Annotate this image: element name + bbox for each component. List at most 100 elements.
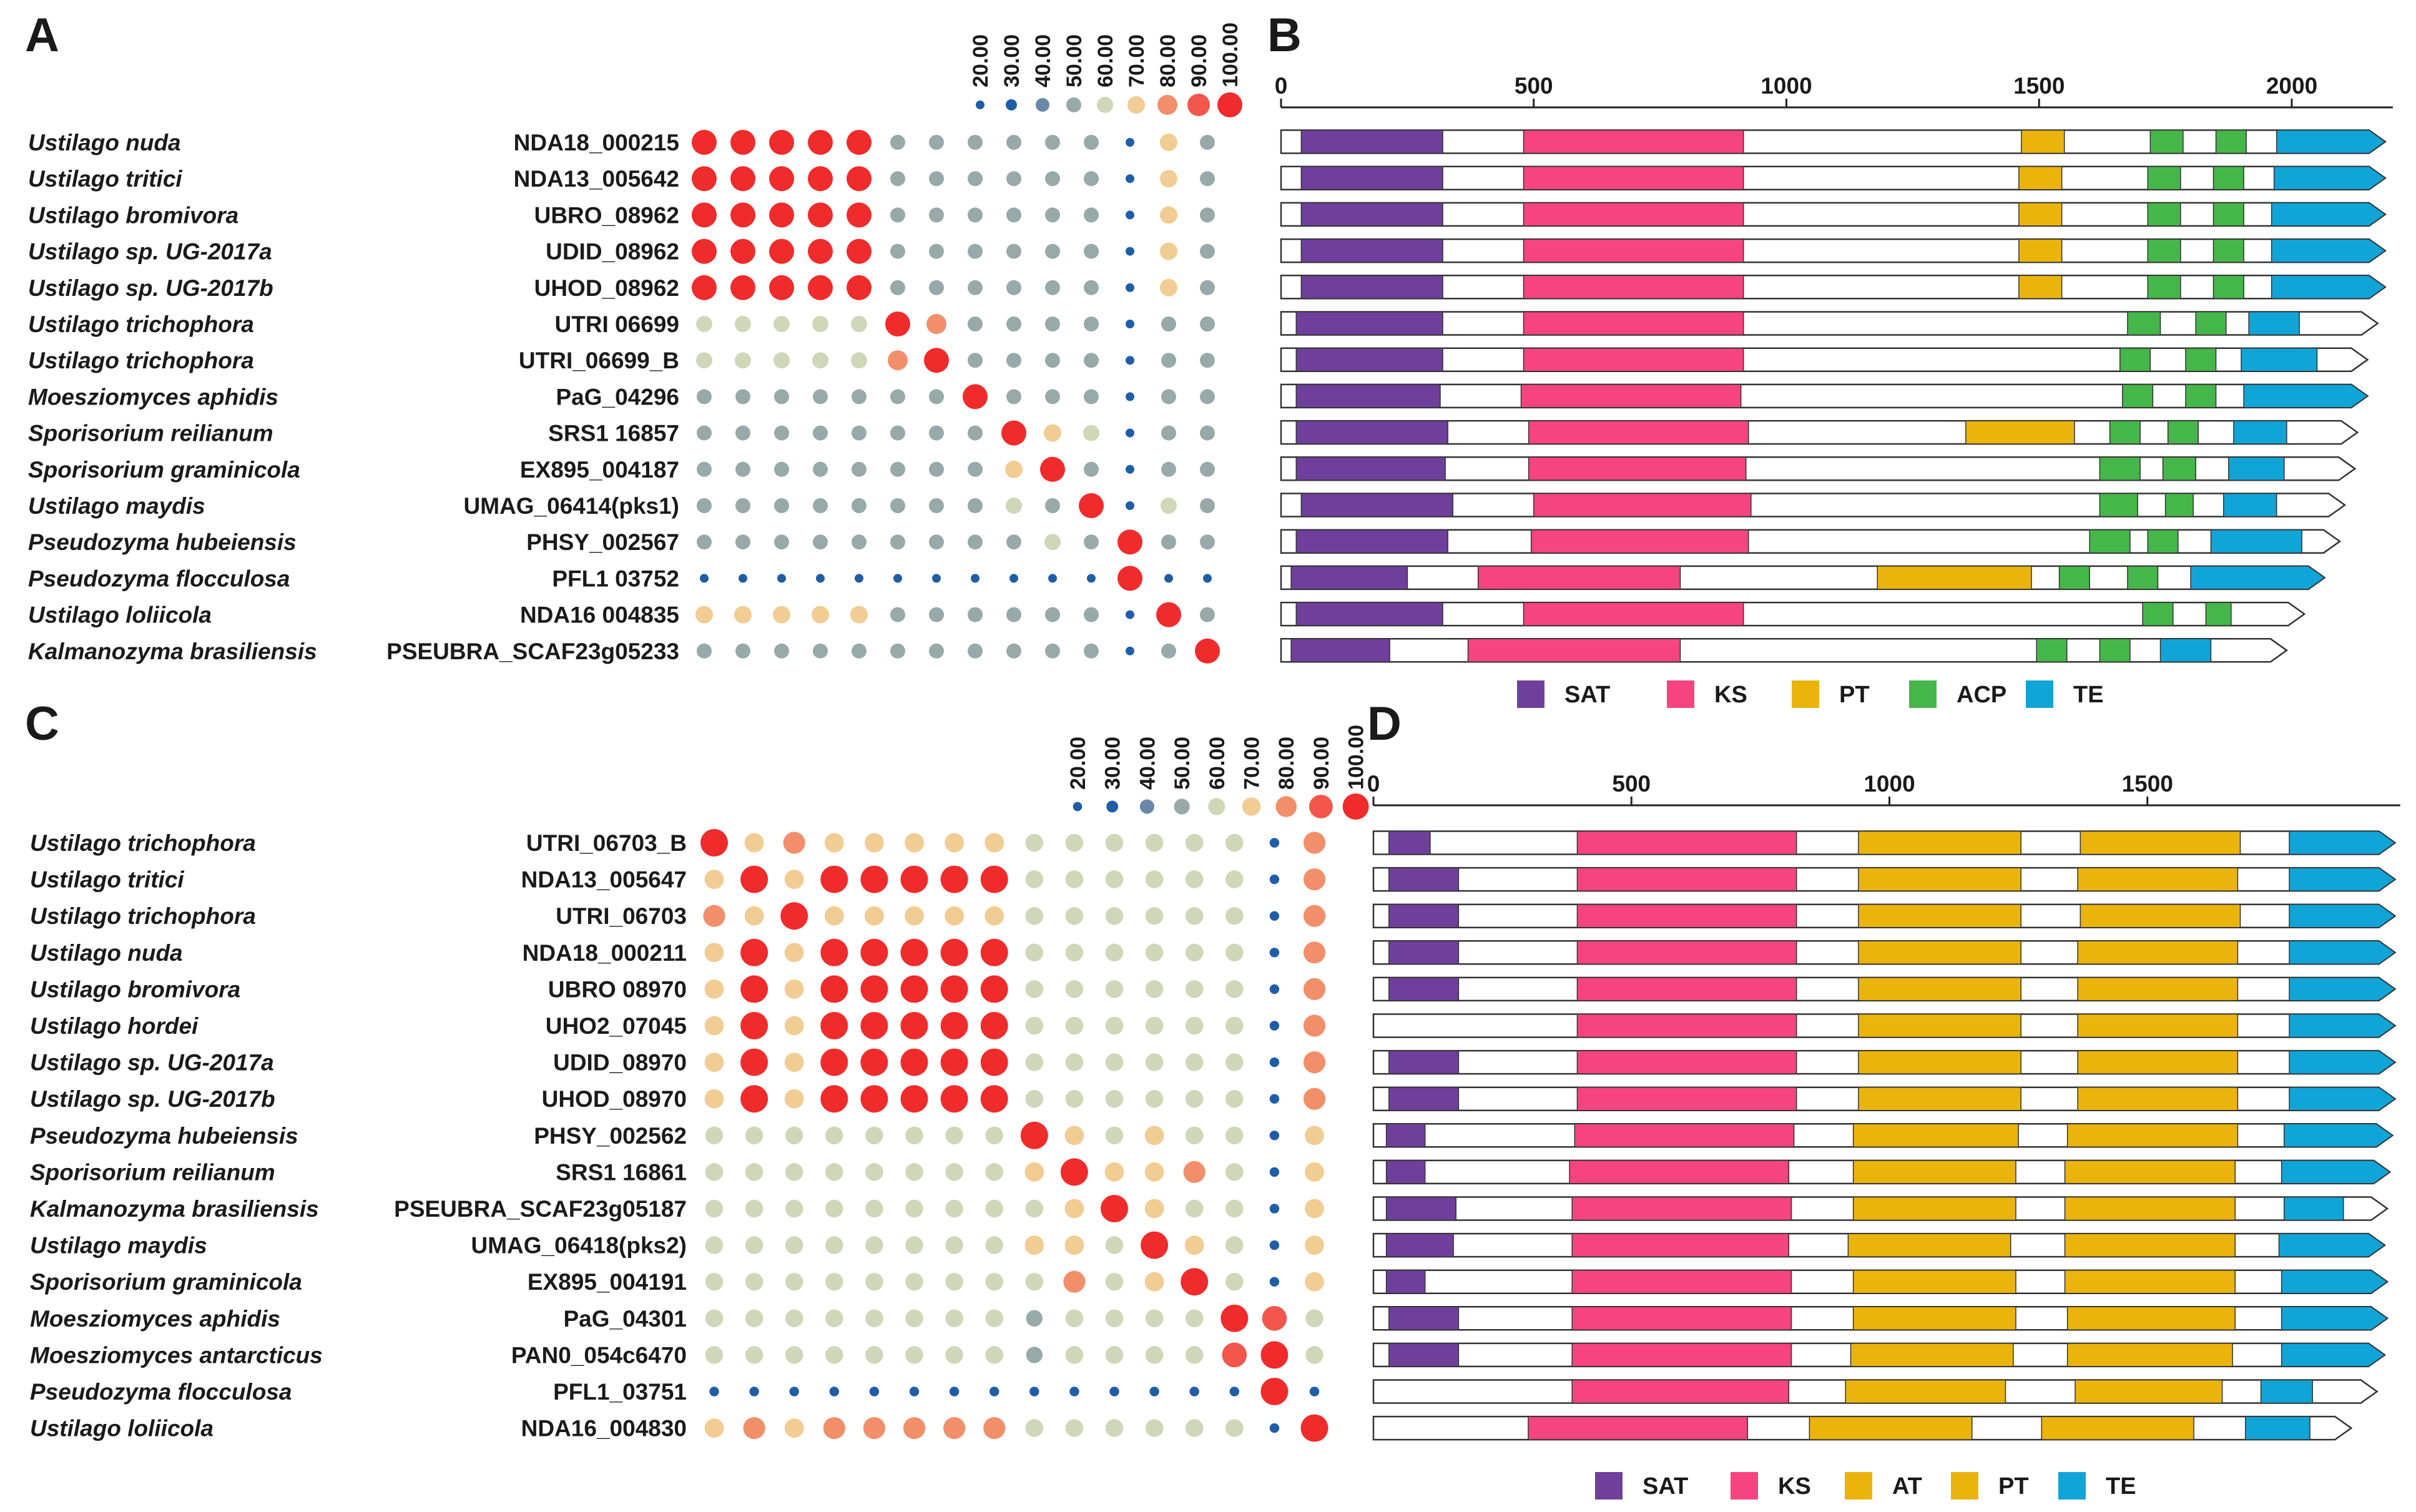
legend-swatch bbox=[1951, 1472, 1978, 1500]
identity-dot bbox=[1161, 461, 1176, 477]
identity-dot bbox=[697, 389, 712, 405]
domain-acp bbox=[2167, 420, 2199, 444]
legend-label: KS bbox=[1714, 682, 1747, 708]
identity-dot bbox=[1065, 1053, 1084, 1071]
identity-dot bbox=[769, 275, 794, 300]
protein-bar bbox=[1372, 1049, 2397, 1075]
scale-dot bbox=[1275, 796, 1297, 817]
identity-dot bbox=[968, 207, 983, 223]
identity-dot bbox=[730, 166, 755, 192]
identity-dot bbox=[865, 1163, 883, 1181]
identity-dot bbox=[1161, 534, 1176, 550]
identity-dot bbox=[697, 534, 712, 550]
identity-dot bbox=[1069, 1387, 1079, 1397]
identity-dot bbox=[816, 574, 825, 583]
identity-dot bbox=[1305, 1126, 1324, 1146]
domain-te bbox=[2289, 1086, 2396, 1111]
identity-dot bbox=[860, 1012, 888, 1039]
identity-dot bbox=[1026, 1347, 1043, 1363]
domain-ks bbox=[1523, 129, 1744, 154]
identity-dot bbox=[1185, 1089, 1204, 1108]
domain-acp bbox=[2127, 311, 2161, 336]
domain-pt bbox=[2018, 202, 2063, 227]
identity-dot bbox=[968, 135, 983, 150]
identity-dot bbox=[697, 498, 712, 513]
domain-at bbox=[1858, 940, 2022, 965]
scale-value: 70.00 bbox=[1240, 737, 1264, 790]
identity-dot bbox=[774, 461, 789, 477]
domain-te bbox=[2289, 903, 2396, 928]
identity-dot bbox=[1025, 1053, 1044, 1071]
axis-tick-label: 1000 bbox=[1760, 73, 1812, 99]
domain-ks bbox=[1523, 202, 1744, 227]
gene-id: NDA13_005647 bbox=[521, 867, 687, 893]
identity-dot bbox=[1225, 980, 1244, 998]
identity-dot bbox=[903, 1417, 926, 1440]
identity-dot bbox=[1126, 646, 1134, 655]
identity-dot bbox=[1065, 1089, 1084, 1108]
species-label: Pseudozyma hubeiensis bbox=[30, 1123, 298, 1149]
identity-dot bbox=[860, 1085, 888, 1113]
identity-dot bbox=[890, 607, 905, 622]
scale-value: 60.00 bbox=[1094, 34, 1117, 87]
identity-dot bbox=[808, 275, 833, 300]
scale-dot bbox=[1208, 798, 1225, 815]
legend-label: PT bbox=[1998, 1473, 2029, 1500]
identity-dot bbox=[852, 498, 867, 513]
identity-dot bbox=[863, 1417, 885, 1440]
domain-sat bbox=[1300, 493, 1453, 518]
identity-dot bbox=[1065, 833, 1084, 852]
scale-value: 100.00 bbox=[1345, 725, 1368, 790]
identity-dot bbox=[1200, 607, 1215, 622]
domain-sat bbox=[1295, 456, 1446, 481]
identity-dot bbox=[730, 130, 755, 155]
identity-dot bbox=[1105, 1346, 1124, 1364]
identity-dot bbox=[692, 130, 717, 155]
legend-label: AT bbox=[1892, 1473, 1922, 1500]
protein-bar bbox=[1372, 1196, 2389, 1221]
identity-dot bbox=[1105, 980, 1124, 998]
identity-dot bbox=[1084, 243, 1099, 259]
identity-dot bbox=[1045, 171, 1060, 187]
scale-dot bbox=[976, 101, 985, 109]
species-label: Ustilago sp. UG-2017a bbox=[28, 239, 272, 265]
identity-dot bbox=[1084, 643, 1099, 659]
identity-dot bbox=[945, 833, 964, 853]
identity-dot bbox=[1084, 534, 1099, 550]
identity-dot bbox=[692, 275, 717, 300]
identity-dot bbox=[1260, 1378, 1289, 1405]
domain-at bbox=[1858, 1013, 2022, 1038]
identity-dot bbox=[697, 643, 712, 659]
species-label: Pseudozyma hubeiensis bbox=[28, 529, 297, 555]
identity-dot bbox=[1006, 607, 1021, 622]
identity-dot bbox=[1200, 425, 1215, 441]
identity-dot bbox=[1225, 906, 1244, 925]
identity-dot bbox=[985, 1346, 1003, 1364]
identity-dot bbox=[1200, 171, 1215, 187]
identity-dot bbox=[1185, 1346, 1204, 1364]
identity-dot bbox=[1065, 980, 1084, 998]
domain-te bbox=[2233, 420, 2287, 444]
domain-te bbox=[2289, 977, 2396, 1001]
domain-pt bbox=[2077, 977, 2239, 1001]
identity-dot bbox=[692, 166, 717, 192]
protein-bar bbox=[1372, 1306, 2389, 1331]
domain-sat bbox=[1388, 903, 1460, 928]
identity-dot bbox=[1006, 317, 1021, 331]
species-label: Moesziomyces antarcticus bbox=[30, 1342, 323, 1368]
domain-ks bbox=[1576, 830, 1797, 855]
identity-dot bbox=[890, 534, 905, 550]
domain-ks bbox=[1574, 1123, 1795, 1148]
domain-ks bbox=[1523, 238, 1744, 263]
identity-dot bbox=[1045, 607, 1060, 622]
identity-dot bbox=[829, 1387, 840, 1397]
protein-bar bbox=[1280, 638, 2289, 663]
domain-pt bbox=[2077, 867, 2239, 891]
domain-te bbox=[2271, 238, 2387, 263]
identity-dot bbox=[704, 1089, 724, 1109]
identity-dot bbox=[1200, 135, 1215, 150]
identity-dot bbox=[1045, 389, 1060, 405]
scale-dot bbox=[1106, 800, 1119, 813]
legend-swatch bbox=[1909, 680, 1937, 708]
domain-sat bbox=[1388, 1343, 1460, 1367]
